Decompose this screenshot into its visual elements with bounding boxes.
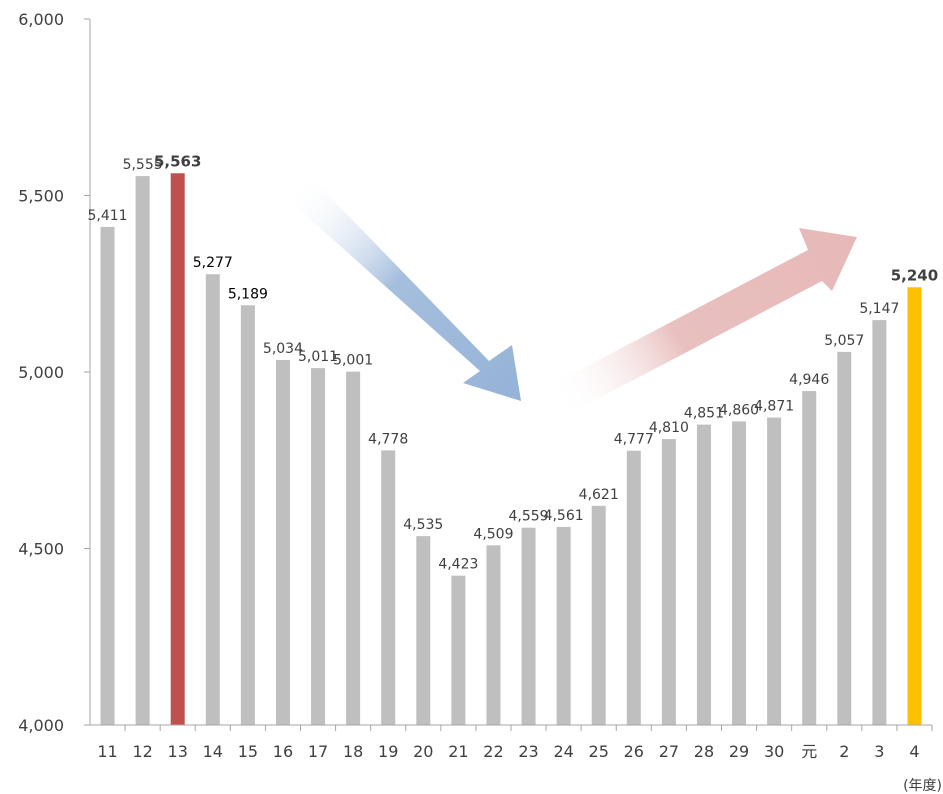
data-label: 5,277 <box>193 255 233 271</box>
bar <box>907 287 922 725</box>
data-label: 5,057 <box>824 333 864 349</box>
bar <box>416 536 431 725</box>
x-tick-label: 18 <box>343 742 363 761</box>
data-label: 4,423 <box>438 557 478 573</box>
y-tick-label: 5,000 <box>18 363 64 382</box>
data-label: 5,189 <box>228 286 268 302</box>
bar <box>100 226 115 726</box>
data-label: 4,509 <box>473 526 513 542</box>
y-axis: 4,000 4,500 5,000 5,500 6,000 <box>18 10 91 735</box>
bar <box>591 505 606 725</box>
x-tick-label: 15 <box>238 742 258 761</box>
x-tick-label: 30 <box>764 742 784 761</box>
data-label: 4,871 <box>754 399 794 415</box>
y-tick-label: 4,500 <box>18 540 64 559</box>
x-tick-label: 3 <box>874 742 884 761</box>
bar <box>872 320 887 725</box>
data-label: 5,555 <box>123 157 163 173</box>
bar <box>802 391 817 725</box>
bar <box>381 450 396 725</box>
data-label: 5,034 <box>263 341 303 357</box>
data-label: 4,778 <box>368 431 408 447</box>
bar <box>311 368 326 725</box>
x-tick-label: 14 <box>203 742 223 761</box>
bar <box>275 359 290 725</box>
x-tick-label: 17 <box>308 742 328 761</box>
x-tick-label: 19 <box>378 742 398 761</box>
bar <box>556 526 571 725</box>
x-tick-label: 13 <box>168 742 188 761</box>
data-label: 4,621 <box>579 487 619 503</box>
x-tick-label: 28 <box>694 742 714 761</box>
bar <box>732 421 747 725</box>
x-tick-label: 25 <box>589 742 609 761</box>
x-tick-label: 24 <box>553 742 573 761</box>
x-axis: 11 12 13 14 15 16 17 18 19 20 21 22 23 24 25 26 27 28 29 30… <box>90 724 933 761</box>
bar <box>661 439 676 725</box>
downtrend-arrow-icon <box>290 173 521 401</box>
x-tick-label: 29 <box>729 742 749 761</box>
x-tick-label: 16 <box>273 742 293 761</box>
data-label: 5,411 <box>87 208 127 224</box>
uptrend-arrow-icon <box>555 228 857 414</box>
x-tick-label: 26 <box>624 742 644 761</box>
x-tick-label: 20 <box>413 742 433 761</box>
bar <box>767 417 782 725</box>
x-tick-label: 元 <box>801 742 817 761</box>
y-tick-label: 5,500 <box>18 187 64 206</box>
bar <box>521 527 536 725</box>
bar <box>626 450 641 725</box>
data-label: 4,559 <box>508 509 548 525</box>
data-label: 5,147 <box>859 301 899 317</box>
x-tick-label: 27 <box>659 742 679 761</box>
data-label: 5,001 <box>333 353 373 369</box>
bar <box>451 575 466 725</box>
x-tick-label: 23 <box>518 742 538 761</box>
x-tick-label: 4 <box>909 742 919 761</box>
data-label: 4,561 <box>544 508 584 524</box>
x-tick-label: 22 <box>483 742 503 761</box>
data-label: 4,810 <box>649 420 689 436</box>
y-tick-label: 6,000 <box>18 10 64 29</box>
data-label: 4,946 <box>789 372 829 388</box>
data-label: 4,777 <box>614 432 654 448</box>
bar <box>240 305 255 725</box>
data-label: 4,860 <box>719 402 759 418</box>
bar <box>170 173 185 726</box>
bar <box>837 351 852 725</box>
data-label: 4,851 <box>684 406 724 422</box>
bar <box>135 176 150 725</box>
x-tick-label: 11 <box>97 742 117 761</box>
data-label: 5,563 <box>154 152 201 170</box>
data-label: 5,011 <box>298 349 338 365</box>
x-tick-label: 2 <box>839 742 849 761</box>
bar <box>205 274 220 725</box>
x-tick-label: 12 <box>132 742 152 761</box>
x-tick-label: 21 <box>448 742 468 761</box>
bar <box>486 545 501 725</box>
x-axis-unit-label: (年度) <box>903 778 942 794</box>
data-label: 5,240 <box>891 266 938 284</box>
y-tick-label: 4,000 <box>18 716 64 735</box>
bar <box>696 424 711 725</box>
bar <box>346 371 361 725</box>
data-label: 4,535 <box>403 517 443 533</box>
bars <box>100 173 922 726</box>
